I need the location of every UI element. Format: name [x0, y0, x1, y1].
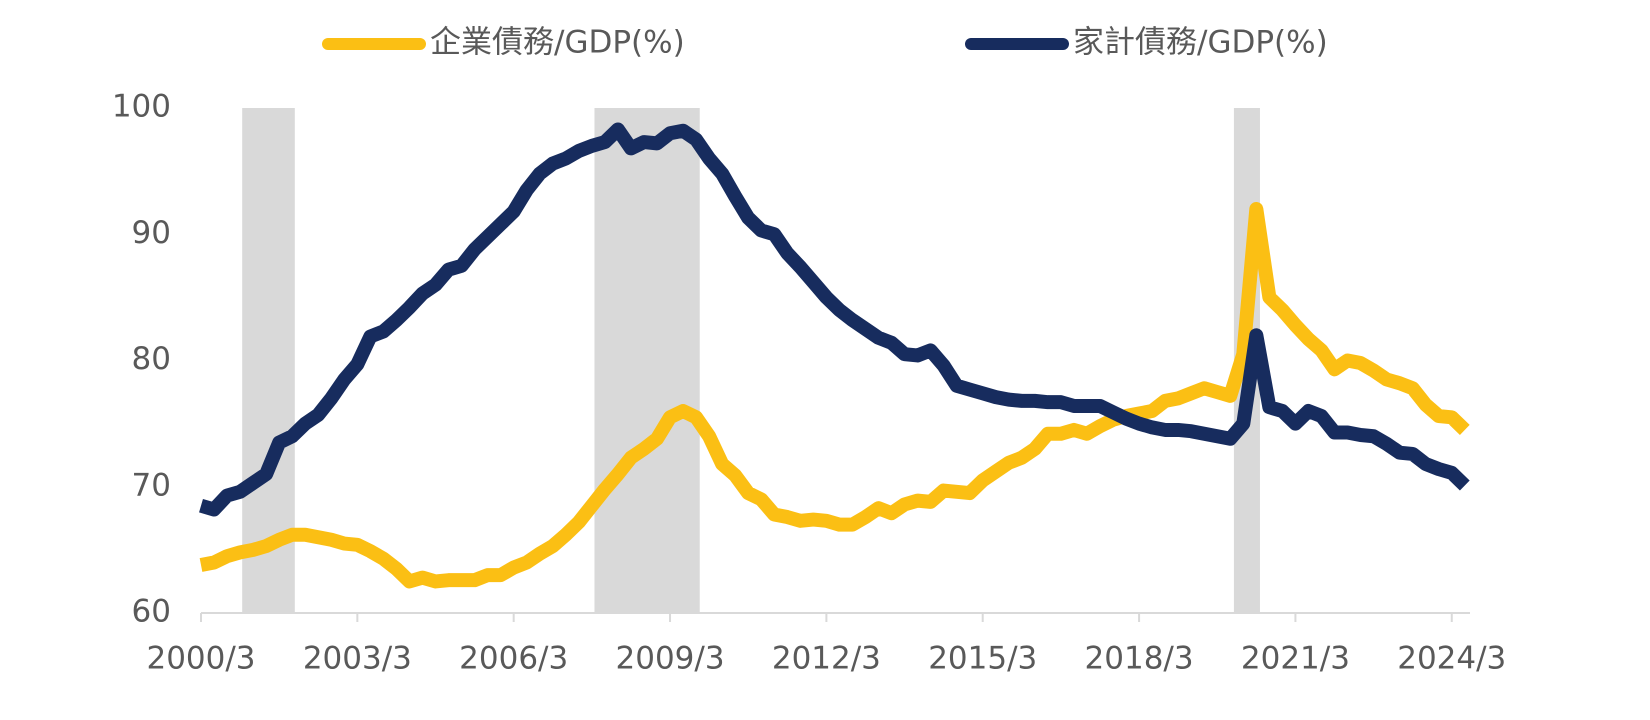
- shaded-period: [242, 108, 295, 613]
- y-tick-label: 70: [132, 467, 171, 503]
- legend-label: 企業債務/GDP(%): [430, 25, 685, 61]
- x-tick-label: 2003/3: [303, 641, 412, 677]
- x-tick-label: 2000/3: [146, 641, 255, 677]
- x-tick-label: 2012/3: [772, 641, 881, 677]
- y-tick-label: 80: [132, 341, 171, 377]
- x-tick-label: 2021/3: [1241, 641, 1350, 677]
- y-tick-label: 100: [112, 89, 171, 125]
- shaded-periods: [242, 108, 1260, 613]
- y-tick-label: 90: [132, 215, 171, 251]
- x-tick-label: 2024/3: [1397, 641, 1506, 677]
- series-line: [199, 202, 1470, 589]
- series-line: [199, 122, 1470, 517]
- x-tick-label: 2015/3: [928, 641, 1037, 677]
- lines: [199, 122, 1470, 589]
- legend: 企業債務/GDP(%) 家計債務/GDP(%): [322, 25, 1328, 61]
- x-tick-label: 2009/3: [616, 641, 725, 677]
- legend-label: 家計債務/GDP(%): [1073, 25, 1328, 61]
- y-tick-label: 60: [132, 594, 171, 630]
- x-tick-label: 2006/3: [459, 641, 568, 677]
- axes: 60 70 80 90 100 2000/3 2003/3 2006/3 2009/3 2012/…: [112, 89, 1506, 677]
- shaded-period: [594, 108, 700, 613]
- x-tick-label: 2018/3: [1085, 641, 1194, 677]
